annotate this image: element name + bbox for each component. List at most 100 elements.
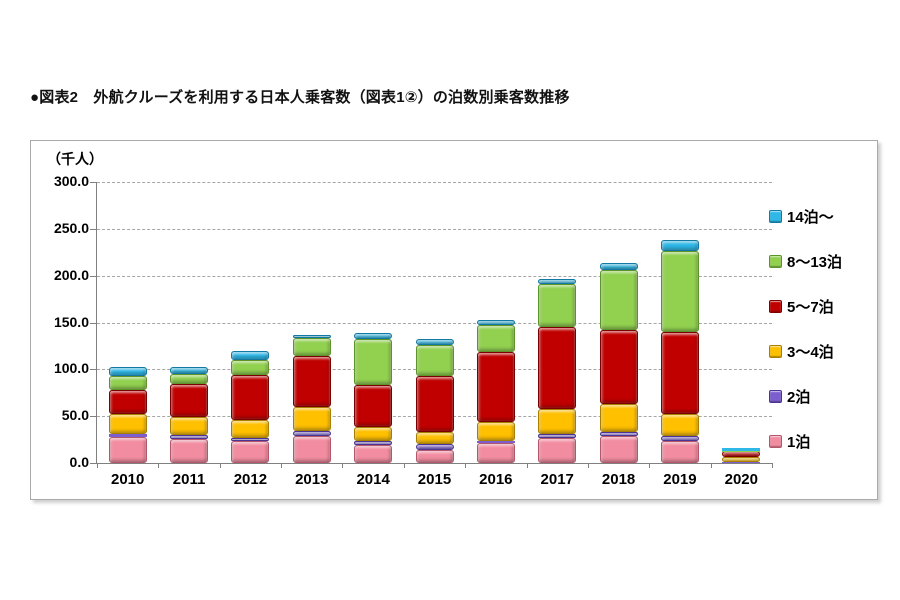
bar-segment-2012-5～7泊 [231, 374, 270, 420]
bar-segment-2018-14泊～ [599, 263, 638, 271]
legend-label: 3～4泊 [787, 343, 834, 361]
bar-segment-2010-3～4泊 [108, 414, 147, 434]
y-axis-unit-label: （千人） [47, 151, 103, 167]
bar-segment-2019-14泊～ [660, 240, 699, 252]
legend-swatch-icon [769, 344, 782, 358]
legend: 14泊～ 8～13泊 5～7泊 3～4泊 2泊 1泊 [769, 207, 842, 477]
bar-segment-2015-5～7泊 [415, 375, 454, 433]
bar-segment-2016-5～7泊 [476, 352, 515, 422]
bar-segment-2014-2泊 [354, 440, 393, 446]
bar-segment-2019-5～7泊 [660, 331, 699, 415]
bar-segment-2012-14泊～ [231, 350, 270, 360]
gridline [97, 228, 772, 230]
bar-segment-2014-1泊 [354, 445, 393, 463]
x-axis-tick [403, 463, 405, 468]
bar-segment-2020-5～7泊 [722, 451, 761, 458]
y-tick-label: 200.0 [53, 266, 89, 283]
x-axis-tick [649, 463, 651, 468]
plot-area: 0.0 50.0 100.0 150.0 200.0 250.0 300.0 2010 2011… [54, 173, 773, 488]
x-axis-tick [281, 463, 283, 468]
bar-segment-2015-14泊～ [415, 339, 454, 345]
bar-segment-2019-3～4泊 [660, 414, 699, 436]
legend-item: 2泊 [769, 387, 842, 406]
bar-segment-2012-1泊 [231, 441, 270, 463]
y-axis-tick [90, 463, 96, 464]
bar-segment-2019-8～13泊 [660, 251, 699, 332]
y-tick-label: 50.0 [61, 407, 89, 424]
y-axis-tick [90, 369, 96, 371]
x-axis-tick [526, 463, 528, 468]
bar-segment-2017-2泊 [538, 433, 577, 438]
x-axis-tick [465, 463, 467, 468]
y-axis-tick [90, 275, 96, 277]
bar-segment-2020-8～13泊 [722, 450, 761, 452]
x-axis-tick [342, 463, 344, 468]
bar-segment-2016-1泊 [476, 443, 515, 463]
bar-segment-2016-14泊～ [476, 319, 515, 326]
bar-segment-2017-1泊 [538, 437, 577, 463]
y-axis-tick [90, 228, 96, 230]
bar-segment-2010-8～13泊 [108, 375, 147, 390]
gridline [97, 322, 772, 324]
bar-segment-2012-2泊 [231, 437, 270, 442]
bar-segment-2011-14泊～ [170, 366, 209, 374]
bar-segment-2013-1泊 [292, 435, 331, 463]
legend-label: 2泊 [787, 388, 811, 406]
legend-item: 5～7泊 [769, 297, 842, 316]
x-axis-tick [587, 463, 589, 468]
x-axis-tick [710, 463, 712, 468]
legend-item: 14泊～ [769, 207, 842, 226]
bar-segment-2011-2泊 [170, 434, 209, 439]
legend-swatch-icon [769, 209, 782, 223]
bar-segment-2013-2泊 [292, 431, 331, 436]
x-tick-label-2015: 2015 [417, 471, 452, 488]
bar-segment-2014-14泊～ [354, 332, 393, 340]
bar-segment-2018-2泊 [599, 432, 638, 436]
bar-segment-2015-2泊 [415, 444, 454, 450]
x-tick-label-2013: 2013 [295, 471, 329, 488]
legend-label: 8～13泊 [787, 253, 843, 271]
x-axis-tick [158, 463, 160, 468]
bar-segment-2011-1泊 [170, 438, 209, 463]
bar-segment-2010-14泊～ [108, 367, 147, 376]
gridline [97, 275, 772, 277]
bar-segment-2020-14泊～ [722, 448, 761, 451]
bar-segment-2018-3～4泊 [599, 403, 638, 433]
x-axis-tick [97, 463, 98, 468]
bar-segment-2010-5～7泊 [108, 389, 147, 415]
bar-segment-2013-8～13泊 [292, 338, 331, 357]
bar-segment-2015-1泊 [415, 449, 454, 463]
legend-swatch-icon [769, 299, 782, 313]
legend-label: 14泊～ [787, 208, 834, 226]
x-tick-label-2016: 2016 [479, 471, 513, 488]
bar-segment-2011-3～4泊 [170, 417, 209, 435]
x-tick-label-2011: 2011 [172, 471, 206, 488]
bar-segment-2011-5～7泊 [170, 384, 209, 418]
legend-item: 3～4泊 [769, 342, 842, 361]
legend-label: 5～7泊 [787, 298, 834, 316]
legend-label: 1泊 [787, 433, 811, 451]
bar-segment-2013-5～7泊 [292, 356, 331, 407]
y-tick-label: 150.0 [53, 313, 89, 330]
page-title: ●図表2 外航クルーズを利用する日本人乗客数（図表1②）の泊数別乗客数推移 [30, 89, 570, 106]
y-tick-label: 100.0 [53, 360, 89, 377]
bar-segment-2017-14泊～ [538, 279, 577, 285]
legend-item: 8～13泊 [769, 252, 843, 271]
bar-segment-2012-8～13泊 [231, 359, 270, 375]
bar-segment-2014-3～4泊 [354, 427, 393, 441]
bar-segment-2010-2泊 [108, 433, 147, 437]
x-tick-label-2012: 2012 [233, 471, 268, 488]
x-tick-label-2018: 2018 [601, 471, 636, 488]
x-tick-label-2010: 2010 [110, 471, 145, 488]
bar-segment-2016-3～4泊 [476, 421, 515, 442]
x-tick-label-2020: 2020 [724, 471, 758, 488]
bar-segment-2015-8～13泊 [415, 344, 454, 376]
bar-segment-2019-2泊 [660, 435, 699, 441]
x-axis-tick [219, 463, 221, 468]
bar-segment-2018-8～13泊 [599, 270, 638, 330]
bar-segment-2016-2泊 [476, 441, 515, 444]
legend-swatch-icon [769, 389, 782, 403]
legend-item: 1泊 [769, 432, 842, 451]
bar-segment-2020-3～4泊 [722, 457, 761, 462]
legend-swatch-icon [769, 434, 782, 448]
